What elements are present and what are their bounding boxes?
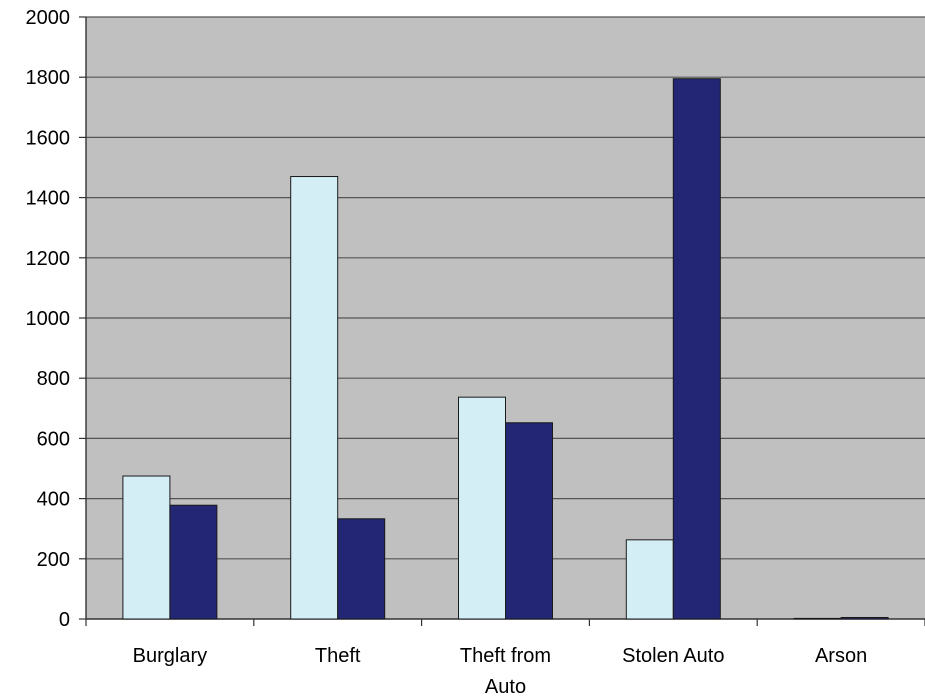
bar-stolen-auto-series-1 [625,539,674,620]
y-tick-label: 600 [37,428,70,450]
y-tick-label: 200 [37,549,70,571]
y-tick-label: 1800 [26,67,71,89]
x-category-label: Theft from Auto [460,645,551,698]
bar-theft-from-auto-series-1 [458,396,506,620]
y-tick-label: 800 [37,368,70,390]
y-tick-label: 2000 [26,7,71,29]
x-category-label: Burglary [133,645,207,667]
x-axis: Burglary Theft Theft from Auto Stolen Auto Ar… [85,618,925,698]
bar-burglary-series-2 [169,504,218,620]
bars [122,78,889,620]
bar-burglary-series-1 [122,475,171,620]
y-axis: 0 200 400 600 800 1000 1200 1400 1600 1800 2000 [26,7,87,631]
bar-arson-series-2 [840,616,889,620]
y-tick-label: 1400 [26,188,71,210]
y-tick-label: 0 [59,609,70,631]
y-tick-label: 1600 [26,127,71,149]
bar-theft-series-2 [337,518,386,620]
bar-stolen-auto-series-2 [672,78,721,620]
y-tick-label: 1000 [26,308,71,330]
bar-arson-series-1 [793,617,842,620]
x-category-label: Theft [315,645,361,667]
bar-theft-from-auto-series-2 [505,422,553,620]
bar-theft-series-1 [290,176,339,620]
y-tick-label: 400 [37,489,70,511]
y-tick-label: 1200 [26,248,71,270]
x-category-label: Arson [815,645,867,667]
x-category-label: Stolen Auto [622,645,724,667]
